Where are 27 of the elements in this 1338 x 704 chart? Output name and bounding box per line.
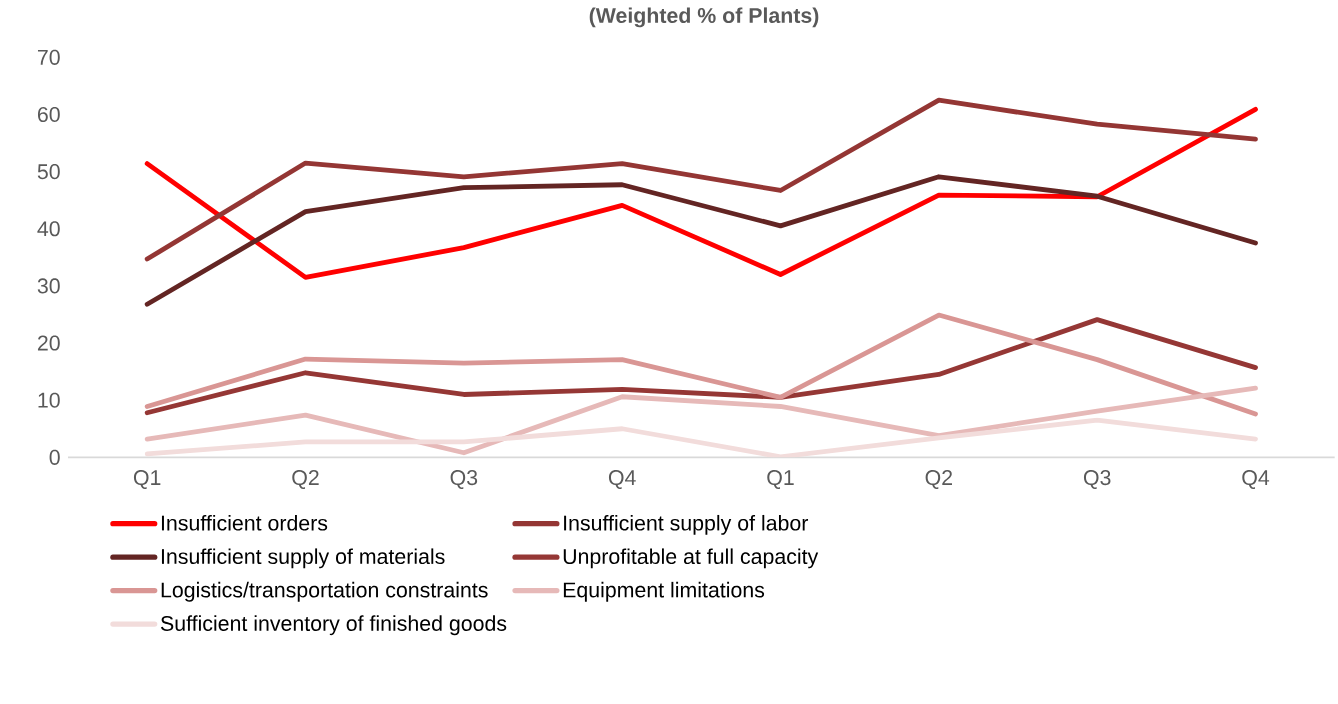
legend-label: Insufficient orders xyxy=(161,514,328,531)
legend-label: Unprofitable at full capacity xyxy=(563,548,819,569)
y-tick-label: 30 xyxy=(37,278,60,294)
y-tick-label: 0 xyxy=(49,449,60,465)
x-tick-label: Q1 xyxy=(767,470,794,489)
x-tick-label: Q2 xyxy=(925,470,952,489)
y-tick-label: 10 xyxy=(38,392,60,408)
legend-label: Logistics/transportation constraints xyxy=(161,581,488,602)
chart-title: (Weighted % of Plants) xyxy=(589,7,819,28)
y-tick-label: 50 xyxy=(37,164,60,180)
legend-label: Equipment limitations xyxy=(563,581,765,602)
x-tick-label: Q1 xyxy=(133,470,161,489)
y-tick-label: 40 xyxy=(37,221,60,237)
x-tick-label: Q3 xyxy=(450,470,478,489)
y-tick-label: 60 xyxy=(37,106,60,123)
x-tick-label: Q4 xyxy=(608,470,636,489)
x-tick-label: Q4 xyxy=(1242,470,1270,489)
legend-label: Insufficient supply of materials xyxy=(161,548,445,569)
line-series xyxy=(144,174,1258,307)
x-tick-label: Q3 xyxy=(1083,470,1111,489)
line-series xyxy=(144,385,1258,456)
line-series xyxy=(144,417,1258,458)
legend-label: Insufficient supply of labor xyxy=(564,514,809,535)
y-tick-label: 20 xyxy=(37,335,60,351)
y-tick-label: 70 xyxy=(37,49,60,65)
x-tick-label: Q2 xyxy=(292,470,319,489)
legend-label: Sufficient inventory of finished goods xyxy=(160,615,507,636)
